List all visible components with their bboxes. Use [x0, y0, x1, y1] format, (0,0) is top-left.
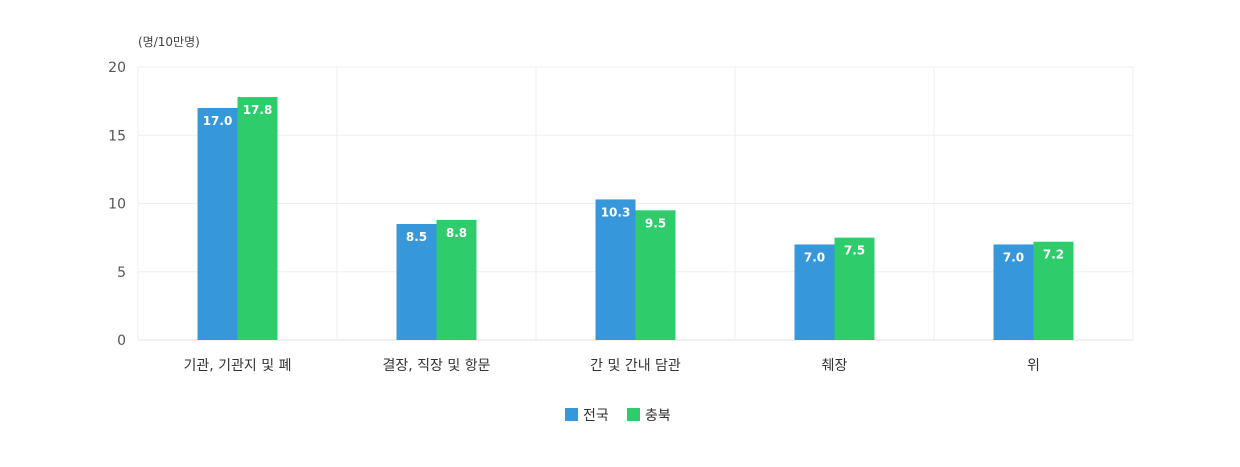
- x-category-label: 기관, 기관지 및 폐: [184, 358, 292, 374]
- bar-series-2[interactable]: [834, 237, 875, 340]
- x-category-label: 췌장: [822, 358, 848, 374]
- x-category-label: 위: [1027, 358, 1040, 374]
- bar-value-label: 7.5: [844, 244, 865, 258]
- bar-series-1[interactable]: [396, 223, 437, 340]
- legend-label: 전국: [583, 408, 609, 424]
- legend-swatch: [565, 408, 578, 421]
- legend[interactable]: 전국 충북: [565, 408, 671, 424]
- bar-series-2[interactable]: [635, 210, 676, 340]
- bar-series-1[interactable]: [595, 199, 636, 340]
- y-tick-label: 15: [108, 128, 126, 144]
- bar-value-label: 17.8: [243, 103, 273, 117]
- x-category-label: 결장, 직장 및 항문: [383, 358, 491, 374]
- bar-value-label: 9.5: [645, 216, 666, 230]
- bar-series-1[interactable]: [993, 244, 1034, 340]
- bars: 17.0 17.8 8.5 8.8 10.3 9.5 7.0 7.5 7.0 7.2: [197, 97, 1074, 340]
- bar-series-1[interactable]: [197, 107, 238, 340]
- y-tick-label: 5: [117, 265, 126, 281]
- bar-series-2[interactable]: [1033, 241, 1074, 340]
- y-tick-label: 20: [108, 60, 126, 76]
- x-axis-labels: 기관, 기관지 및 폐 결장, 직장 및 항문 간 및 간내 담관 췌장 위: [184, 358, 1040, 374]
- bar-value-label: 17.0: [203, 114, 233, 128]
- bar-value-label: 8.8: [446, 226, 467, 240]
- bar-value-label: 7.0: [1003, 250, 1024, 264]
- bar-series-2[interactable]: [237, 97, 278, 340]
- x-category-label: 간 및 간내 담관: [590, 358, 681, 374]
- y-axis-unit-label: (명/10만명): [138, 35, 200, 49]
- legend-item[interactable]: 충북: [627, 408, 671, 424]
- y-tick-label: 10: [108, 197, 126, 213]
- bar-value-label: 8.5: [406, 230, 427, 244]
- bar-series-1[interactable]: [794, 244, 835, 340]
- y-axis-ticks: 0 5 10 15 20: [108, 60, 126, 349]
- legend-swatch: [627, 408, 640, 421]
- legend-label: 충북: [645, 408, 671, 424]
- bar-value-label: 7.2: [1043, 248, 1064, 262]
- legend-item[interactable]: 전국: [565, 408, 609, 424]
- y-tick-label: 0: [117, 333, 126, 349]
- bar-value-label: 7.0: [804, 250, 825, 264]
- bar-value-label: 10.3: [601, 205, 631, 219]
- bar-series-2[interactable]: [436, 219, 477, 340]
